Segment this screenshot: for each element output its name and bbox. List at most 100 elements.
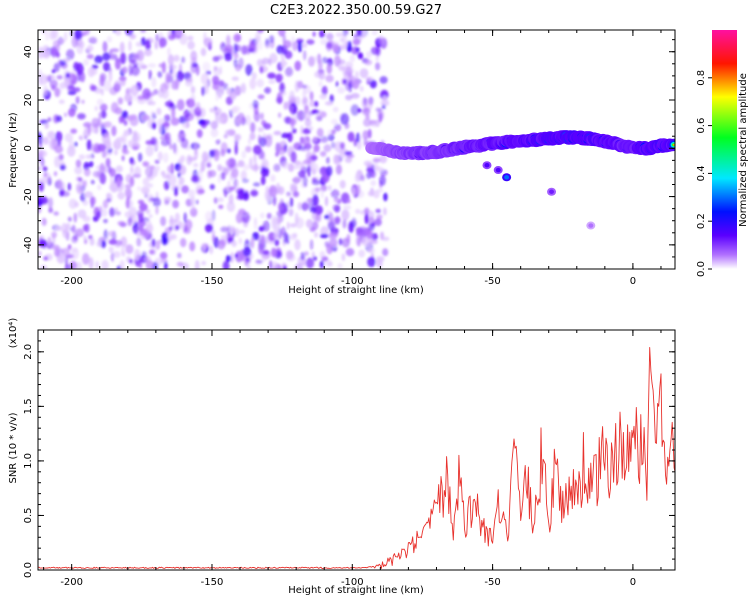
noise-speck <box>337 86 345 94</box>
noise-speck <box>38 46 44 59</box>
noise-speck <box>355 47 360 53</box>
snr-y-label: SNR (10 * v/v) <box>8 412 19 483</box>
noise-speck <box>335 81 339 87</box>
noise-speck <box>149 197 156 202</box>
noise-speck <box>47 74 56 80</box>
noise-speck <box>56 178 63 190</box>
noise-speck <box>110 252 115 262</box>
noise-speck <box>234 143 238 155</box>
spot-core <box>549 189 555 194</box>
noise-speck <box>148 214 153 219</box>
noise-speck <box>312 31 316 37</box>
noise-speck <box>215 92 219 102</box>
noise-speck <box>292 128 297 134</box>
noise-speck <box>286 191 292 197</box>
noise-speck <box>251 72 257 80</box>
noise-speck <box>304 251 309 256</box>
colorbar-tick-label: 0.2 <box>696 213 707 229</box>
colorbar-label: Normalized spectral amplitude <box>738 73 749 227</box>
noise-speck <box>190 196 195 205</box>
spectrogram-y-ticks: -40 -20 0 20 40 <box>23 39 675 270</box>
noise-speck <box>148 69 152 80</box>
noise-speck <box>171 107 176 119</box>
noise-speck <box>67 182 72 191</box>
noise-speck <box>314 187 321 192</box>
noise-speck <box>111 125 117 137</box>
noise-speck <box>217 239 226 250</box>
noise-speck <box>197 170 203 182</box>
noise-speck <box>316 127 324 138</box>
noise-speck <box>145 260 154 269</box>
noise-speck <box>264 135 273 148</box>
noise-speck <box>136 49 145 62</box>
noise-speck <box>172 199 180 209</box>
noise-speck <box>311 210 320 222</box>
y-tick-label: 1.5 <box>23 398 34 414</box>
noise-speck <box>300 252 305 261</box>
noise-speck <box>320 135 329 143</box>
noise-speck <box>102 199 109 209</box>
noise-speck <box>90 179 95 185</box>
noise-speck <box>113 83 121 92</box>
noise-speck <box>184 80 193 87</box>
noise-speck <box>140 30 147 33</box>
noise-speck <box>55 51 60 58</box>
noise-speck <box>374 218 382 227</box>
noise-speck <box>356 184 361 194</box>
noise-speck <box>255 259 263 264</box>
noise-speck <box>333 123 342 132</box>
noise-speck <box>305 257 315 269</box>
noise-speck <box>190 50 198 62</box>
noise-speck <box>344 157 353 164</box>
noise-speck <box>78 135 84 141</box>
noise-speck <box>326 156 330 164</box>
noise-speck <box>290 183 298 194</box>
noise-speck <box>76 62 84 75</box>
noise-speck <box>90 85 97 92</box>
noise-speck <box>84 168 91 177</box>
noise-speck <box>178 116 187 124</box>
noise-speck <box>121 155 125 162</box>
noise-speck <box>117 97 124 105</box>
noise-speck <box>102 41 108 53</box>
noise-speck <box>344 151 353 156</box>
noise-speck <box>201 151 209 163</box>
noise-speck <box>169 226 173 231</box>
noise-speck <box>275 73 283 83</box>
noise-speck <box>257 136 263 142</box>
noise-speck <box>302 200 310 211</box>
noise-speck <box>167 47 171 56</box>
noise-speck <box>231 76 239 81</box>
colorbar-tick-label: 0.8 <box>696 70 707 86</box>
noise-speck <box>42 166 48 172</box>
noise-speck <box>357 52 364 60</box>
noise-speck <box>145 39 151 51</box>
noise-speck <box>147 63 157 68</box>
noise-speck <box>277 112 282 118</box>
noise-speck <box>118 115 124 125</box>
noise-speck <box>55 131 63 143</box>
noise-speck <box>130 84 139 96</box>
noise-speck <box>120 236 128 248</box>
noise-speck <box>364 98 373 111</box>
noise-speck <box>54 145 63 154</box>
noise-speck <box>103 218 108 224</box>
noise-speck <box>296 110 306 121</box>
noise-speck <box>76 184 84 195</box>
noise-speck <box>128 40 132 52</box>
track-cell <box>672 144 675 146</box>
noise-speck <box>309 91 314 101</box>
noise-speck <box>163 180 170 191</box>
noise-speck <box>54 156 61 168</box>
noise-speck <box>274 239 280 247</box>
noise-speck <box>212 75 220 85</box>
noise-speck <box>325 74 334 83</box>
noise-speck <box>157 71 163 78</box>
noise-speck <box>342 219 347 229</box>
spot-core <box>484 162 490 168</box>
noise-speck <box>54 87 61 98</box>
noise-speck <box>97 143 107 152</box>
noise-speck <box>125 197 130 209</box>
noise-speck <box>130 165 134 174</box>
